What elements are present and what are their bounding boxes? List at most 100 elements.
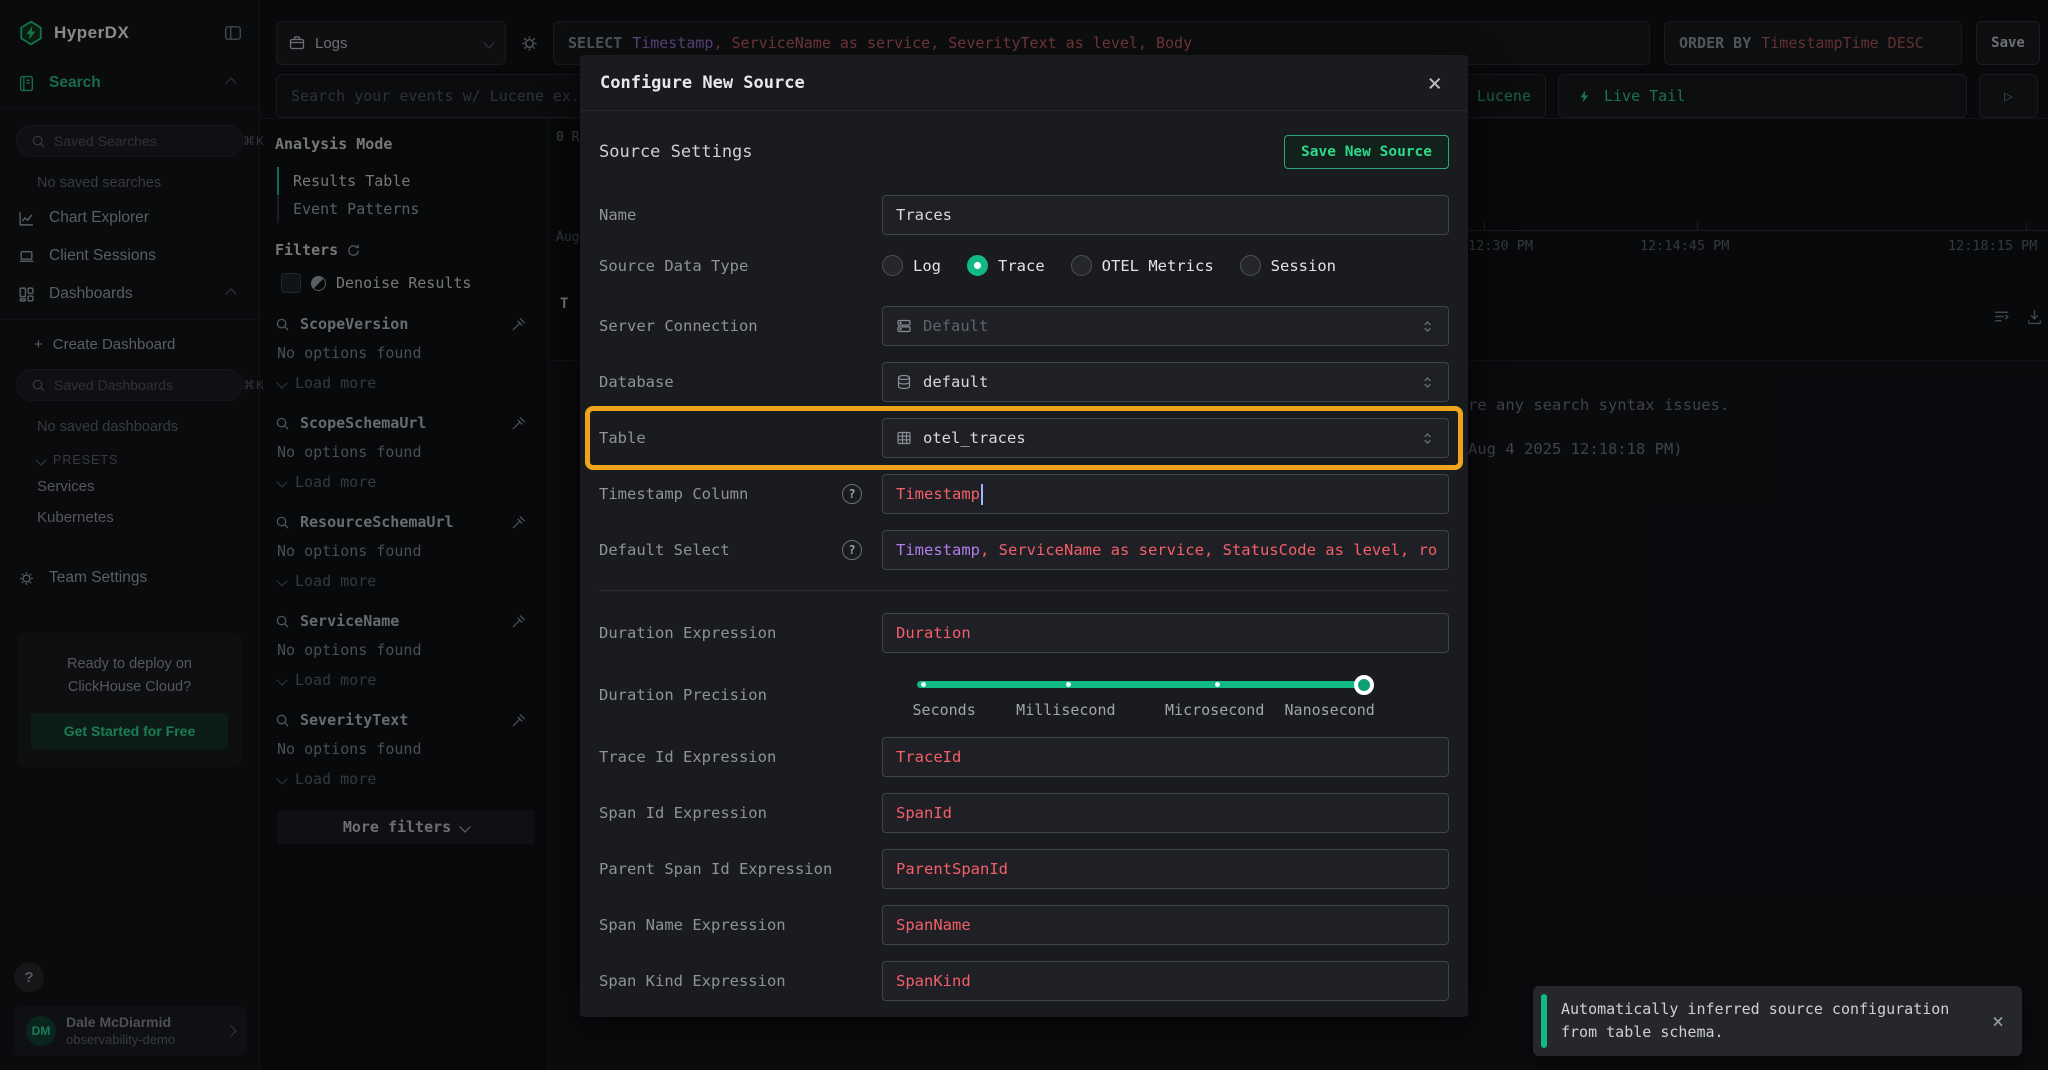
sidebar-item-team-settings[interactable]: Team Settings bbox=[0, 559, 259, 597]
tick-label: 12:14:45 PM bbox=[1640, 238, 1730, 254]
pin-icon[interactable] bbox=[511, 515, 526, 530]
pin-icon[interactable] bbox=[511, 416, 526, 431]
tick-mark bbox=[1484, 222, 1485, 230]
slider-label-seconds[interactable]: Seconds bbox=[912, 701, 976, 719]
facet-load-more[interactable]: Load more bbox=[275, 758, 526, 788]
sidebar-item-dashboards[interactable]: Dashboards bbox=[0, 275, 259, 313]
radio-session[interactable]: Session bbox=[1239, 255, 1336, 276]
save-search-button[interactable]: Save bbox=[1976, 21, 2040, 65]
preset-kubernetes[interactable]: Kubernetes bbox=[37, 509, 114, 526]
span-name-input[interactable]: SpanName bbox=[882, 905, 1449, 945]
radio-otel-metrics[interactable]: OTEL Metrics bbox=[1070, 255, 1214, 276]
table-select[interactable]: otel_traces bbox=[882, 418, 1449, 458]
create-dashboard-label: Create Dashboard bbox=[52, 336, 176, 353]
wrap-lines-icon[interactable] bbox=[1993, 308, 2010, 325]
facet-load-more[interactable]: Load more bbox=[275, 461, 526, 491]
radio-trace[interactable]: Trace bbox=[967, 255, 1045, 276]
save-new-source-button[interactable]: Save New Source bbox=[1284, 135, 1449, 169]
span-id-input[interactable]: SpanId bbox=[882, 793, 1449, 833]
span-kind-row: Span Kind Expression SpanKind bbox=[599, 961, 1449, 1001]
timeline-axis bbox=[1467, 230, 2048, 231]
search-icon bbox=[31, 134, 46, 149]
saved-dashboards-input[interactable]: ⌘K bbox=[16, 369, 264, 401]
sidebar-item-label: Chart Explorer bbox=[49, 209, 149, 226]
database-select[interactable]: default bbox=[882, 362, 1449, 402]
analysis-mode-title: Analysis Mode bbox=[275, 135, 393, 153]
search-journal-icon bbox=[18, 75, 35, 92]
mode-event-patterns[interactable]: Event Patterns bbox=[277, 195, 526, 223]
denoise-results-option[interactable]: Denoise Results bbox=[281, 273, 526, 293]
span-id-value: SpanId bbox=[896, 804, 952, 822]
close-icon[interactable]: × bbox=[1427, 68, 1442, 97]
slider-track[interactable] bbox=[917, 674, 1374, 695]
slider-labels: Seconds Millisecond Microsecond Nanoseco… bbox=[913, 701, 1375, 721]
parent-span-id-label: Parent Span Id Expression bbox=[599, 860, 833, 878]
slider-label-microsecond[interactable]: Microsecond bbox=[1165, 701, 1265, 719]
play-button[interactable]: ▷ bbox=[1979, 74, 2038, 118]
help-button[interactable]: ? bbox=[14, 962, 44, 993]
facet-load-more[interactable]: Load more bbox=[275, 362, 526, 392]
duration-expression-input[interactable]: Duration bbox=[882, 613, 1449, 653]
radio-log[interactable]: Log bbox=[882, 255, 941, 276]
name-input[interactable]: Traces bbox=[882, 195, 1449, 235]
default-select-input[interactable]: Timestamp , ServiceName as service, Stat… bbox=[882, 530, 1449, 570]
get-started-button[interactable]: Get Started for Free bbox=[31, 713, 228, 750]
pin-icon[interactable] bbox=[511, 614, 526, 629]
trace-id-input[interactable]: TraceId bbox=[882, 737, 1449, 777]
pin-icon[interactable] bbox=[511, 713, 526, 728]
span-id-label: Span Id Expression bbox=[599, 804, 767, 822]
live-tail-label: Live Tail bbox=[1604, 87, 1686, 105]
sidebar-item-search[interactable]: Search bbox=[0, 64, 259, 102]
slider-label-millisecond[interactable]: Millisecond bbox=[1016, 701, 1116, 719]
denoise-checkbox[interactable] bbox=[281, 273, 301, 293]
sidebar: HyperDX Search ⌘K bbox=[0, 0, 264, 1070]
filters-title: Filters bbox=[275, 241, 526, 259]
duration-precision-slider[interactable]: Seconds Millisecond Microsecond Nanoseco… bbox=[882, 669, 1449, 721]
timestamp-column-input[interactable]: Timestamp bbox=[882, 474, 1449, 514]
server-icon bbox=[896, 318, 912, 334]
preset-services[interactable]: Services bbox=[37, 478, 95, 495]
create-dashboard-button[interactable]: + Create Dashboard bbox=[0, 326, 259, 359]
refresh-icon[interactable] bbox=[346, 243, 361, 258]
radio-circle-selected[interactable] bbox=[967, 255, 988, 276]
slider-thumb[interactable] bbox=[1354, 674, 1374, 695]
more-filters-button[interactable]: More filters bbox=[277, 810, 535, 844]
order-by-input[interactable]: ORDER BY TimestampTime DESC bbox=[1664, 21, 1962, 65]
source-selector[interactable]: Logs bbox=[276, 21, 506, 65]
pin-icon[interactable] bbox=[511, 317, 526, 332]
radio-circle[interactable] bbox=[1239, 255, 1261, 276]
presets-toggle[interactable]: PRESETS bbox=[0, 443, 259, 471]
sidebar-item-client-sessions[interactable]: Client Sessions bbox=[0, 237, 259, 275]
slider-label-nanosecond[interactable]: Nanosecond bbox=[1284, 701, 1375, 719]
live-tail-button[interactable]: Live Tail bbox=[1558, 74, 1967, 118]
facet-search[interactable]: SeverityText bbox=[275, 711, 526, 729]
sidebar-collapse-icon[interactable] bbox=[223, 24, 243, 42]
mode-results-table[interactable]: Results Table bbox=[277, 167, 526, 195]
search-icon bbox=[276, 615, 289, 628]
user-org: observability-demo bbox=[66, 1031, 176, 1047]
facet-search[interactable]: ScopeSchemaUrl bbox=[275, 414, 526, 432]
facet-search[interactable]: ResourceSchemaUrl bbox=[275, 513, 526, 531]
saved-dashboards-field[interactable] bbox=[54, 377, 235, 393]
user-menu[interactable]: DM Dale McDiarmid observability-demo bbox=[14, 1006, 247, 1056]
toast-close-icon[interactable]: × bbox=[1991, 1009, 2004, 1033]
facet-load-more[interactable]: Load more bbox=[275, 560, 526, 590]
facet-search[interactable]: ScopeVersion bbox=[275, 315, 526, 333]
query-settings-gear-icon[interactable] bbox=[520, 34, 539, 53]
server-connection-select[interactable]: Default bbox=[882, 306, 1449, 346]
table-label: Table bbox=[599, 429, 646, 447]
facet-load-more[interactable]: Load more bbox=[275, 659, 526, 689]
span-kind-input[interactable]: SpanKind bbox=[882, 961, 1449, 1001]
saved-searches-input[interactable]: ⌘K bbox=[16, 125, 264, 157]
radio-circle[interactable] bbox=[1070, 255, 1092, 276]
saved-searches-field[interactable] bbox=[54, 133, 235, 149]
modal-header: Configure New Source × bbox=[580, 55, 1468, 111]
source-data-type-label: Source Data Type bbox=[599, 256, 749, 275]
modal-body: Source Settings Save New Source Name Tra… bbox=[580, 111, 1468, 1017]
radio-circle[interactable] bbox=[882, 255, 903, 276]
download-icon[interactable] bbox=[2026, 308, 2043, 325]
parent-span-id-input[interactable]: ParentSpanId bbox=[882, 849, 1449, 889]
facet-search[interactable]: ServiceName bbox=[275, 612, 526, 630]
sidebar-footer: ? DM Dale McDiarmid observability-demo bbox=[0, 962, 259, 1070]
sidebar-item-chart-explorer[interactable]: Chart Explorer bbox=[0, 199, 259, 237]
